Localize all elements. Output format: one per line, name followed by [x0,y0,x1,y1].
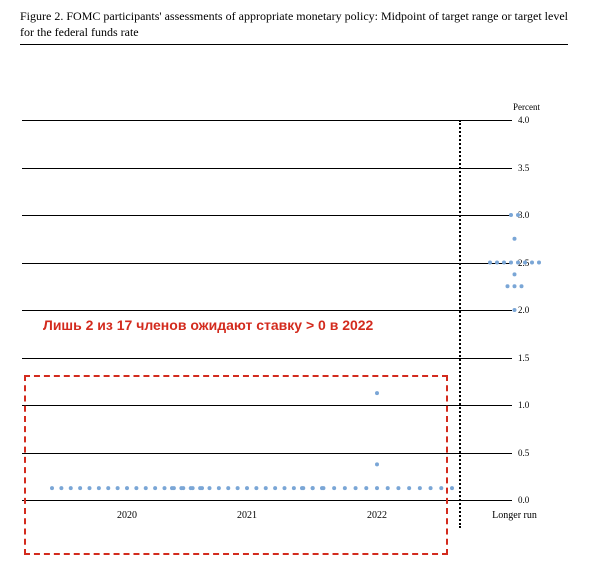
dot [523,261,527,265]
dot [513,284,517,288]
dot [516,261,520,265]
dot [509,261,513,265]
annotation-text: Лишь 2 из 17 членов ожидают ставку > 0 в… [43,317,373,333]
dot [530,261,534,265]
page-root: Figure 2. FOMC participants' assessments… [0,0,590,566]
dot [513,272,517,276]
dot [495,261,499,265]
dot [516,213,520,217]
dot [513,308,517,312]
annotation-box [24,375,448,555]
x-tick-label: Longer run [475,510,555,521]
dot [502,261,506,265]
dot [488,261,492,265]
figure-title: Figure 2. FOMC participants' assessments… [20,8,568,40]
dot [450,486,454,490]
dot [506,284,510,288]
dot [520,284,524,288]
dot [537,261,541,265]
title-rule [20,44,568,45]
dot [513,237,517,241]
dot [509,213,513,217]
